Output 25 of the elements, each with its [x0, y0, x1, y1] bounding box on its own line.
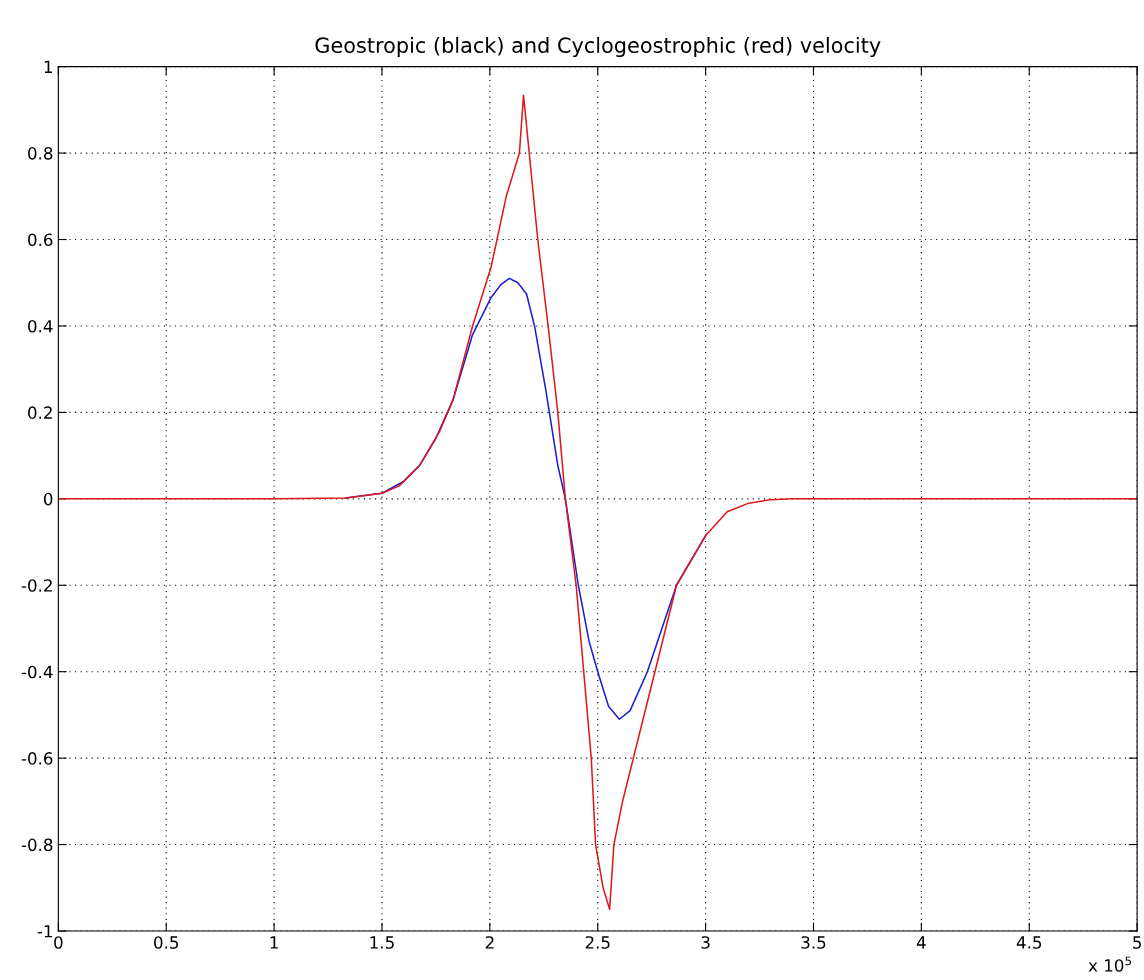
y-tick-label: 0.8: [28, 147, 53, 160]
x-tick-label: 5: [1133, 936, 1141, 949]
y-tick-label: -0.4: [21, 665, 53, 679]
y-tick-label: -0.8: [21, 838, 53, 852]
x-tick-label: 0.5: [154, 936, 179, 949]
y-tick-label: -0.2: [21, 579, 52, 592]
x-tick-label: 2.5: [585, 936, 610, 949]
x-tick-label: 2: [485, 936, 494, 949]
x-tick-label: 1.5: [370, 936, 394, 949]
chart-title: Geostropic (black) and Cyclogeostrophic (red) velocity: [315, 36, 881, 58]
y-tick-label: 0.4: [28, 319, 53, 333]
y-tick-label: 0.6: [28, 233, 53, 247]
y-tick-label: 0.2: [28, 406, 52, 419]
x-tick-label: 1: [270, 936, 278, 949]
x-tick-label: 3: [701, 936, 710, 949]
y-tick-label: -0.6: [21, 752, 53, 765]
y-tick-label: 0: [43, 492, 53, 506]
text: x 10$^{5}$: [1088, 956, 1131, 972]
x-tick-label: 4.5: [1016, 936, 1042, 949]
x-tick-label: 3.5: [801, 936, 826, 949]
line-series: [58, 94, 1138, 911]
x-tick-label: 4: [916, 936, 926, 949]
y-tick-label: 1: [44, 60, 52, 73]
x-tick-label: 0: [54, 936, 63, 949]
y-tick-label: -1: [37, 925, 52, 938]
